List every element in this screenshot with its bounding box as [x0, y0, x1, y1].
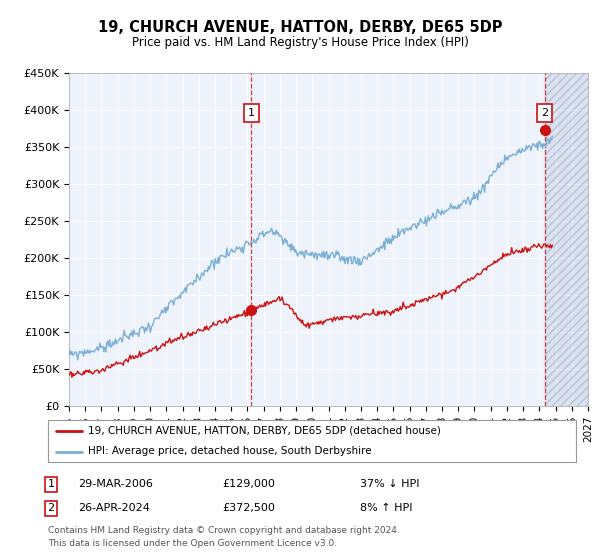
Text: Price paid vs. HM Land Registry's House Price Index (HPI): Price paid vs. HM Land Registry's House …: [131, 36, 469, 49]
Text: £129,000: £129,000: [222, 479, 275, 489]
Text: 8% ↑ HPI: 8% ↑ HPI: [360, 503, 413, 514]
Text: 29-MAR-2006: 29-MAR-2006: [78, 479, 153, 489]
Bar: [545, 73, 588, 406]
Text: £372,500: £372,500: [222, 503, 275, 514]
Text: 26-APR-2024: 26-APR-2024: [78, 503, 150, 514]
Text: Contains HM Land Registry data © Crown copyright and database right 2024.: Contains HM Land Registry data © Crown c…: [48, 526, 400, 535]
Text: 2: 2: [47, 503, 55, 514]
Text: 2: 2: [541, 108, 548, 118]
Text: 19, CHURCH AVENUE, HATTON, DERBY, DE65 5DP (detached house): 19, CHURCH AVENUE, HATTON, DERBY, DE65 5…: [88, 426, 440, 436]
Text: 1: 1: [248, 108, 255, 118]
Text: HPI: Average price, detached house, South Derbyshire: HPI: Average price, detached house, Sout…: [88, 446, 371, 456]
Text: 37% ↓ HPI: 37% ↓ HPI: [360, 479, 419, 489]
Text: This data is licensed under the Open Government Licence v3.0.: This data is licensed under the Open Gov…: [48, 539, 337, 548]
Text: 19, CHURCH AVENUE, HATTON, DERBY, DE65 5DP: 19, CHURCH AVENUE, HATTON, DERBY, DE65 5…: [98, 20, 502, 35]
Text: 1: 1: [47, 479, 55, 489]
